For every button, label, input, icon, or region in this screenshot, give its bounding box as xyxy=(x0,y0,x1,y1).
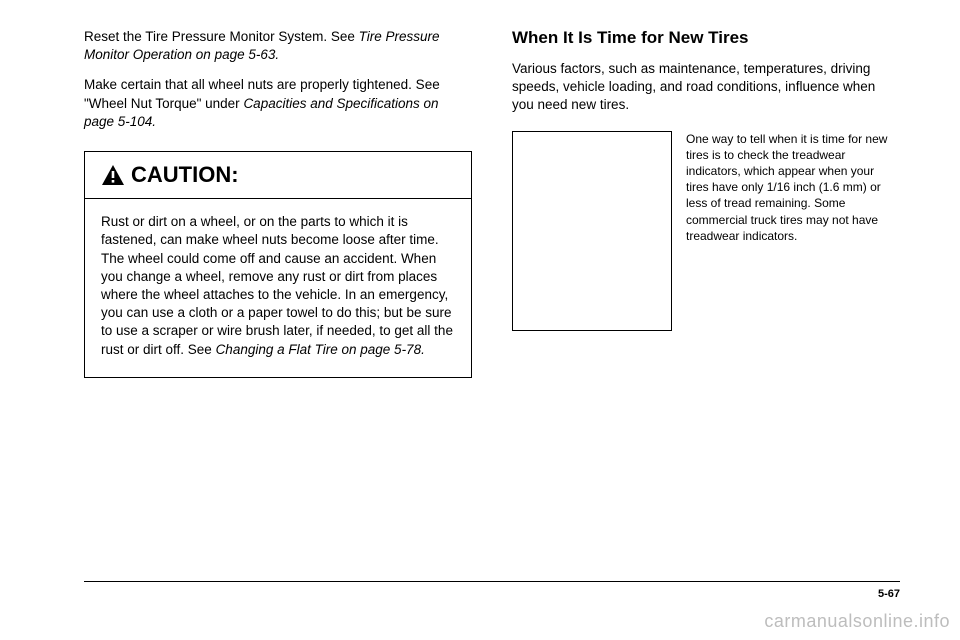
page-content: Reset the Tire Pressure Monitor System. … xyxy=(0,0,960,560)
new-tires-paragraph: Various factors, such as maintenance, te… xyxy=(512,60,900,115)
caution-body: Rust or dirt on a wheel, or on the parts… xyxy=(85,199,471,377)
reset-paragraph: Reset the Tire Pressure Monitor System. … xyxy=(84,28,472,64)
caution-body-ref: Changing a Flat Tire on page 5-78. xyxy=(216,342,425,357)
footer-rule xyxy=(84,581,900,582)
tire-tread-image-placeholder xyxy=(512,131,672,331)
wheel-nuts-paragraph: Make certain that all wheel nuts are pro… xyxy=(84,76,472,131)
caution-header: CAUTION: xyxy=(85,152,471,199)
warning-triangle-icon xyxy=(101,164,125,186)
page-number: 5-67 xyxy=(878,588,900,600)
right-column: When It Is Time for New Tires Various fa… xyxy=(512,28,900,540)
caution-body-text: Rust or dirt on a wheel, or on the parts… xyxy=(101,214,453,357)
watermark: carmanualsonline.info xyxy=(764,611,950,632)
new-tires-heading: When It Is Time for New Tires xyxy=(512,28,900,48)
caution-box: CAUTION: Rust or dirt on a wheel, or on … xyxy=(84,151,472,378)
left-column: Reset the Tire Pressure Monitor System. … xyxy=(84,28,472,540)
image-text-row: One way to tell when it is time for new … xyxy=(512,131,900,331)
treadwear-text: One way to tell when it is time for new … xyxy=(686,131,900,331)
reset-text: Reset the Tire Pressure Monitor System. … xyxy=(84,29,359,44)
caution-label: CAUTION: xyxy=(131,162,239,188)
